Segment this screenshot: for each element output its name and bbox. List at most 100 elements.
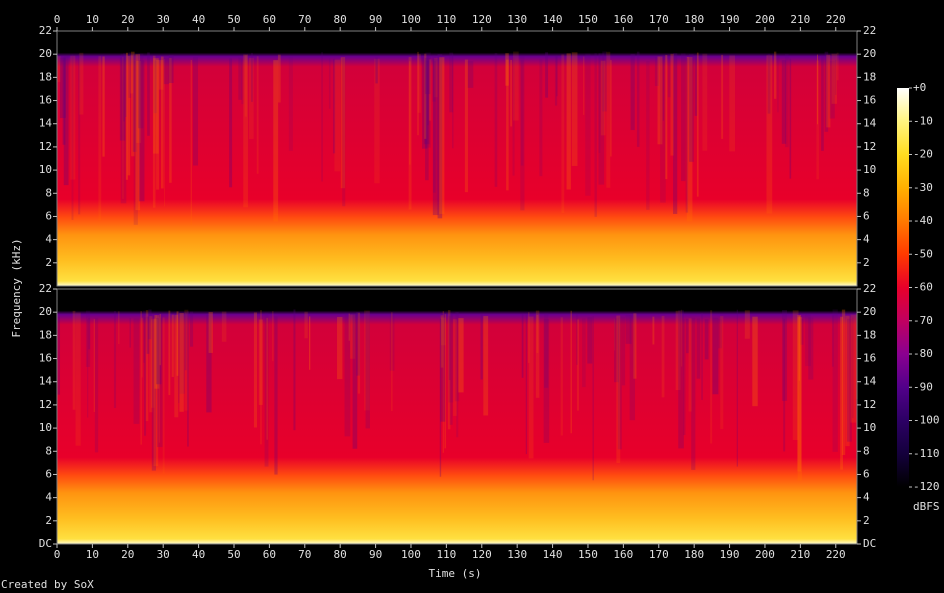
- texture-streak: [850, 314, 857, 423]
- texture-streak: [408, 56, 412, 210]
- y-tick-label: 14: [39, 117, 53, 130]
- x-tick-label: 10: [86, 548, 99, 561]
- texture-streak: [364, 310, 370, 411]
- texture-streak: [187, 311, 189, 447]
- texture-streak: [582, 56, 585, 115]
- texture-streak: [417, 51, 419, 136]
- texture-streak: [357, 312, 361, 394]
- texture-streak: [238, 57, 243, 100]
- spectrogram-image: [57, 289, 857, 544]
- texture-streak: [675, 310, 681, 391]
- texture-streak: [630, 54, 635, 131]
- texture-streak: [328, 58, 331, 109]
- texture-streak: [439, 57, 445, 214]
- texture-streak: [169, 57, 172, 183]
- texture-streak: [148, 309, 152, 340]
- y-tick-label: 2: [45, 514, 52, 527]
- texture-streak: [536, 314, 539, 353]
- texture-streak: [576, 319, 580, 411]
- texture-streak: [520, 55, 525, 211]
- texture-streak: [184, 309, 189, 411]
- texture-streak: [571, 52, 578, 166]
- texture-streak: [832, 309, 838, 452]
- texture-streak: [189, 311, 194, 347]
- texture-streak: [122, 56, 124, 199]
- texture-streak: [434, 58, 438, 98]
- texture-streak: [163, 59, 166, 207]
- texture-streak: [689, 54, 694, 162]
- texture-streak: [273, 60, 279, 222]
- texture-streak: [266, 317, 268, 440]
- texture-streak: [449, 52, 454, 113]
- texture-streak: [348, 313, 350, 341]
- y-tick-label: 12: [863, 140, 876, 153]
- texture-streak: [683, 319, 686, 436]
- texture-streak: [304, 311, 308, 339]
- y-tick-label: 22: [863, 24, 876, 37]
- x-tick-label: 100: [401, 13, 421, 26]
- texture-streak: [625, 314, 632, 344]
- texture-streak: [162, 317, 165, 474]
- texture-streak: [340, 57, 346, 189]
- x-tick-label: 50: [227, 548, 240, 561]
- texture-streak: [831, 315, 834, 367]
- texture-streak: [670, 53, 674, 156]
- y-tick-label: 18: [863, 70, 876, 83]
- texture-streak: [633, 313, 637, 379]
- texture-streak: [57, 316, 61, 395]
- texture-streak: [251, 52, 253, 102]
- texture-streak: [610, 60, 612, 157]
- texture-streak: [840, 316, 843, 470]
- x-tick-label: 60: [263, 548, 276, 561]
- texture-streak: [140, 311, 142, 445]
- plot-frame: [56, 288, 858, 545]
- texture-streak: [221, 311, 227, 342]
- texture-streak: [513, 51, 519, 121]
- texture-streak: [129, 317, 131, 348]
- texture-streak: [190, 59, 192, 226]
- texture-streak: [94, 317, 99, 453]
- x-tick-label: 30: [157, 548, 170, 561]
- texture-streak: [505, 53, 509, 86]
- y-tick-label: DC: [863, 537, 876, 550]
- texture-streak: [168, 54, 174, 84]
- texture-streak: [616, 315, 621, 463]
- texture-streak: [432, 58, 439, 216]
- texture-streak: [783, 318, 786, 452]
- texture-streak: [149, 316, 153, 413]
- x-tick-label: 210: [790, 13, 810, 26]
- texture-streak: [178, 314, 180, 404]
- x-tick-label: 120: [472, 548, 492, 561]
- y-tick-label: 10: [39, 421, 52, 434]
- texture-streak: [587, 317, 593, 364]
- y-tick-label: 12: [39, 398, 52, 411]
- texture-streak: [158, 60, 164, 90]
- y-tick-label: 20: [863, 305, 876, 318]
- texture-streak: [444, 314, 446, 449]
- texture-streak: [253, 312, 257, 428]
- y-tick-label: 6: [863, 467, 870, 480]
- texture-streak: [652, 316, 655, 345]
- texture-streak: [120, 53, 127, 204]
- texture-streak: [816, 54, 818, 125]
- texture-streak: [153, 318, 159, 467]
- texture-streak: [334, 59, 341, 172]
- texture-streak: [168, 310, 171, 396]
- x-tick-label: 100: [401, 548, 421, 561]
- x-tick-label: 130: [507, 548, 527, 561]
- texture-streak: [98, 56, 102, 221]
- texture-streak: [428, 59, 432, 121]
- texture-streak: [617, 316, 622, 450]
- texture-streak: [442, 311, 444, 453]
- texture-streak: [798, 315, 801, 381]
- texture-streak: [147, 52, 150, 136]
- colorbar-tick-label: -30: [913, 181, 933, 194]
- texture-streak: [309, 316, 311, 370]
- texture-streak: [206, 314, 212, 413]
- texture-streak: [117, 311, 120, 345]
- colorbar-tick-label: -120: [913, 480, 940, 493]
- texture-streak: [160, 56, 164, 189]
- texture-streak: [598, 53, 601, 153]
- texture-streak: [374, 58, 380, 184]
